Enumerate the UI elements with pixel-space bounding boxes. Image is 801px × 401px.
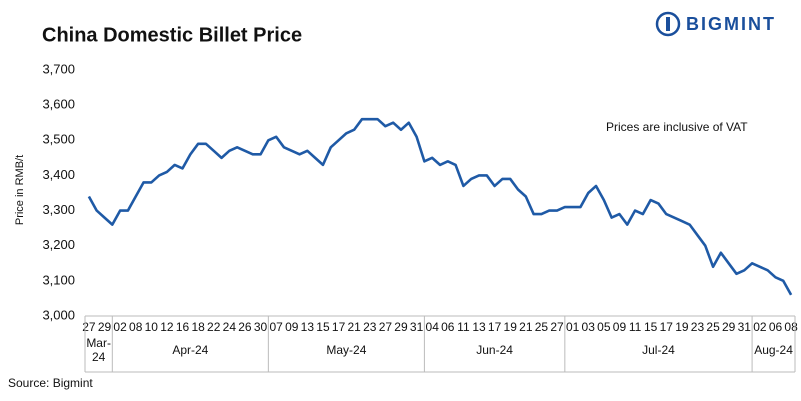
x-tick-label: 29 — [98, 320, 112, 334]
month-label: Jul-24 — [642, 343, 675, 357]
x-tick-label: 07 — [269, 320, 283, 334]
x-tick-label: 10 — [145, 320, 159, 334]
logo: BIGMINT — [655, 11, 776, 37]
month-label: 24 — [92, 350, 106, 364]
month-label: Mar- — [86, 336, 111, 350]
x-tick-label: 15 — [644, 320, 658, 334]
x-tick-label: 17 — [488, 320, 502, 334]
chart-title: China Domestic Billet Price — [42, 24, 302, 46]
x-tick-label: 03 — [582, 320, 596, 334]
x-tick-label: 24 — [223, 320, 237, 334]
x-tick-label: 23 — [363, 320, 377, 334]
x-tick-label: 27 — [82, 320, 96, 334]
source: Source: Bigmint — [8, 376, 93, 390]
x-tick-label: 16 — [176, 320, 190, 334]
x-tick-label: 08 — [784, 320, 798, 334]
x-tick-label: 25 — [706, 320, 720, 334]
x-tick-label: 01 — [566, 320, 580, 334]
x-tick-label: 17 — [660, 320, 674, 334]
y-tick-label: 3,700 — [42, 61, 75, 76]
x-tick-label: 22 — [207, 320, 221, 334]
x-tick-label: 29 — [394, 320, 408, 334]
x-tick-label: 19 — [675, 320, 689, 334]
x-tick-label: 17 — [332, 320, 346, 334]
y-tick-label: 3,600 — [42, 97, 75, 112]
annotation: Prices are inclusive of VAT — [606, 120, 748, 134]
x-tick-label: 25 — [535, 320, 549, 334]
x-tick-label: 13 — [301, 320, 315, 334]
x-tick-label: 06 — [441, 320, 455, 334]
y-axis-label: Price in RMB/t — [14, 155, 26, 225]
y-tick-label: 3,300 — [42, 202, 75, 217]
x-tick-label: 02 — [113, 320, 127, 334]
x-tick-label: 12 — [160, 320, 174, 334]
x-tick-label: 11 — [629, 320, 642, 334]
x-tick-label: 18 — [191, 320, 205, 334]
x-tick-label: 31 — [410, 320, 424, 334]
x-tick-label: 09 — [285, 320, 299, 334]
x-tick-label: 23 — [691, 320, 705, 334]
month-label: Jun-24 — [476, 343, 513, 357]
x-tick-label: 29 — [722, 320, 736, 334]
x-tick-label: 21 — [519, 320, 533, 334]
x-tick-label: 08 — [129, 320, 143, 334]
x-tick-label: 31 — [738, 320, 752, 334]
x-tick-label: 13 — [472, 320, 486, 334]
x-tick-label: 09 — [613, 320, 627, 334]
x-tick-label: 21 — [347, 320, 361, 334]
x-tick-label: 02 — [753, 320, 767, 334]
month-label: Apr-24 — [172, 343, 208, 357]
x-tick-label: 27 — [550, 320, 564, 334]
x-tick-label: 04 — [426, 320, 440, 334]
y-tick-label: 3,200 — [42, 237, 75, 252]
x-tick-label: 06 — [769, 320, 783, 334]
y-tick-label: 3,500 — [42, 132, 75, 147]
x-tick-label: 26 — [238, 320, 252, 334]
logo-icon — [666, 17, 670, 31]
y-tick-label: 3,000 — [42, 307, 75, 322]
x-tick-label: 11 — [457, 320, 470, 334]
logo-icon — [655, 11, 681, 37]
x-tick-label: 27 — [379, 320, 393, 334]
month-label: Aug-24 — [754, 343, 793, 357]
price-line — [87, 117, 793, 296]
y-tick-label: 3,100 — [42, 272, 75, 287]
x-tick-label: 19 — [504, 320, 518, 334]
brand: BIGMINT — [686, 14, 776, 34]
x-tick-label: 05 — [597, 320, 611, 334]
month-label: May-24 — [326, 343, 366, 357]
x-tick-label: 30 — [254, 320, 268, 334]
x-tick-label: 15 — [316, 320, 330, 334]
y-tick-label: 3,400 — [42, 167, 75, 182]
